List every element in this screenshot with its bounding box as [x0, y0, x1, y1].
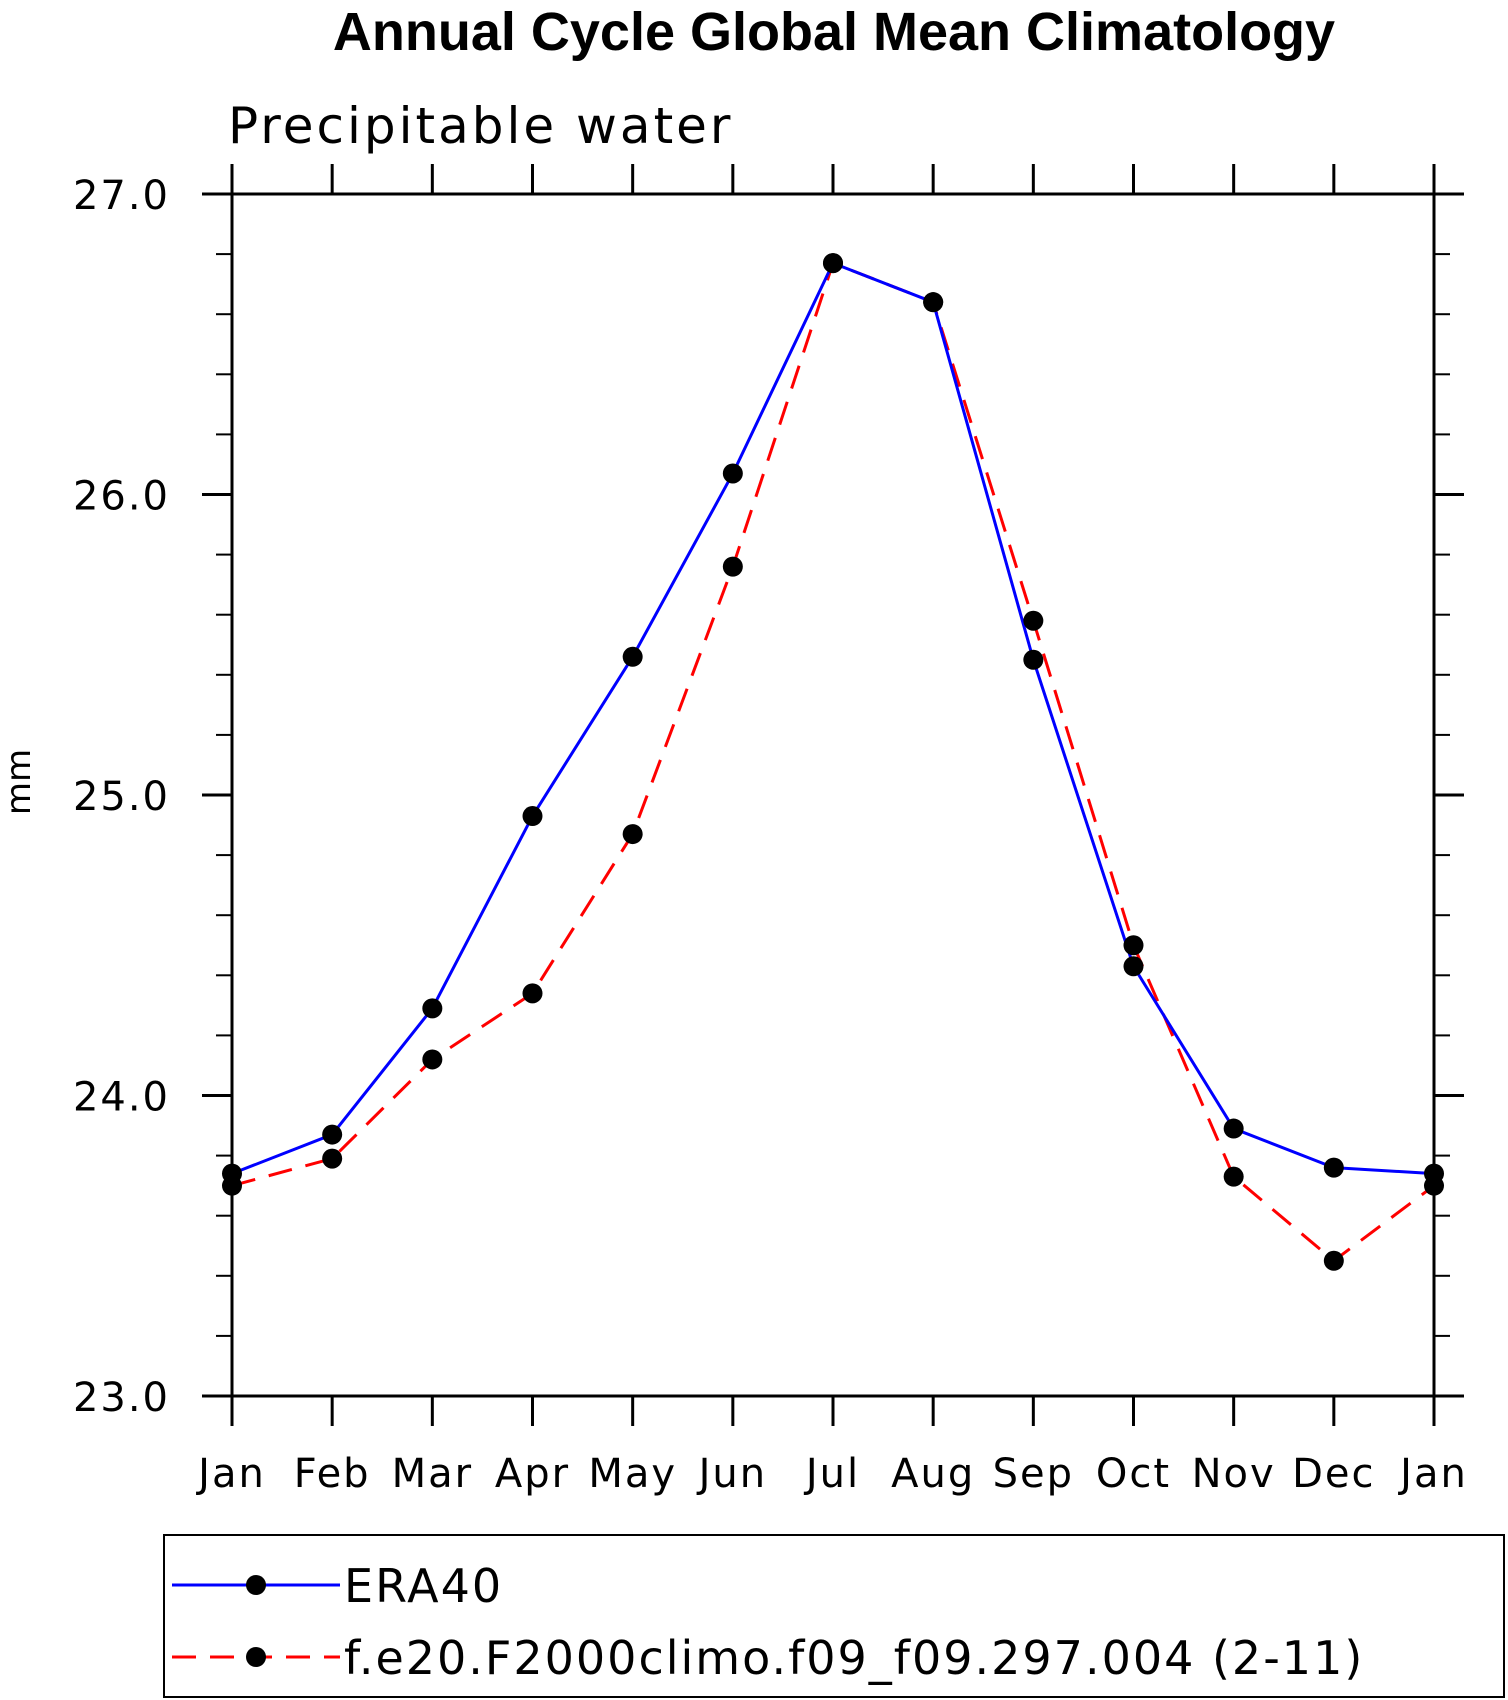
chart-title: Annual Cycle Global Mean Climatology — [333, 2, 1335, 62]
x-tick-label: Jun — [696, 1451, 768, 1497]
x-tick-label: Dec — [1292, 1451, 1375, 1497]
data-point — [422, 998, 443, 1019]
x-tick-label: Feb — [294, 1451, 371, 1497]
data-point — [1123, 956, 1144, 977]
y-tick-label: 25.0 — [73, 774, 170, 820]
data-point — [1123, 935, 1144, 956]
legend-items: ERA40 f.e20.F2000climo.f09_f09.297.004 (2… — [172, 1559, 1364, 1685]
x-tick-label: Jan — [195, 1451, 266, 1497]
y-tick-label: 27.0 — [73, 173, 170, 219]
data-point — [1023, 649, 1044, 670]
data-point — [1023, 610, 1044, 631]
data-point — [722, 463, 743, 484]
x-tick-label: Mar — [392, 1451, 473, 1497]
data-point — [322, 1124, 343, 1145]
y-tick-label: 23.0 — [73, 1375, 170, 1421]
data-point — [722, 556, 743, 577]
data-point — [422, 1049, 443, 1070]
x-tick-label: Aug — [891, 1451, 975, 1497]
x-tick-label: Jul — [803, 1451, 860, 1497]
series-line — [231, 261, 1435, 1263]
x-tick-label: Jan — [1397, 1451, 1468, 1497]
data-point — [522, 806, 543, 827]
y-axis-label: mm — [0, 749, 39, 815]
data-point — [522, 983, 543, 1004]
legend-label: ERA40 — [344, 1559, 503, 1613]
y-tick-label: 26.0 — [73, 474, 170, 520]
x-tick-label: May — [588, 1451, 677, 1497]
data-point — [622, 646, 643, 667]
x-tick-label: Oct — [1096, 1451, 1171, 1497]
axis-ticks — [202, 164, 1464, 1426]
data-point — [1223, 1118, 1244, 1139]
y-tick-label: 24.0 — [73, 1075, 170, 1121]
x-tick-label: Nov — [1192, 1451, 1276, 1497]
series-line — [231, 261, 1435, 1176]
legend-label: f.e20.F2000climo.f09_f09.297.004 (2-11) — [344, 1631, 1364, 1685]
y-tick-labels: 23.0 24.0 25.0 26.0 27.0 — [73, 173, 170, 1421]
legend-box — [163, 1534, 1505, 1698]
data-point — [1323, 1250, 1344, 1271]
data-point — [1223, 1166, 1244, 1187]
x-tick-label: Sep — [993, 1451, 1074, 1497]
legend-marker — [246, 1647, 266, 1667]
data-point — [923, 292, 944, 313]
data-point — [1424, 1175, 1444, 1196]
chart-subtitle: Precipitable water — [228, 97, 734, 155]
legend: ERA40 f.e20.F2000climo.f09_f09.297.004 (2… — [163, 1534, 1505, 1698]
legend-marker — [246, 1575, 266, 1595]
x-tick-labels: Jan Feb Mar Apr May Jun Jul Aug Sep Oct Nov Dec Jan — [195, 1451, 1468, 1497]
data-point — [823, 253, 843, 274]
data-point — [622, 824, 643, 845]
series-layer — [222, 253, 1444, 1271]
plot-frame — [230, 192, 1436, 1398]
data-point — [322, 1148, 343, 1169]
data-point — [1323, 1157, 1344, 1178]
x-tick-label: Apr — [495, 1451, 570, 1497]
data-point — [222, 1175, 242, 1196]
